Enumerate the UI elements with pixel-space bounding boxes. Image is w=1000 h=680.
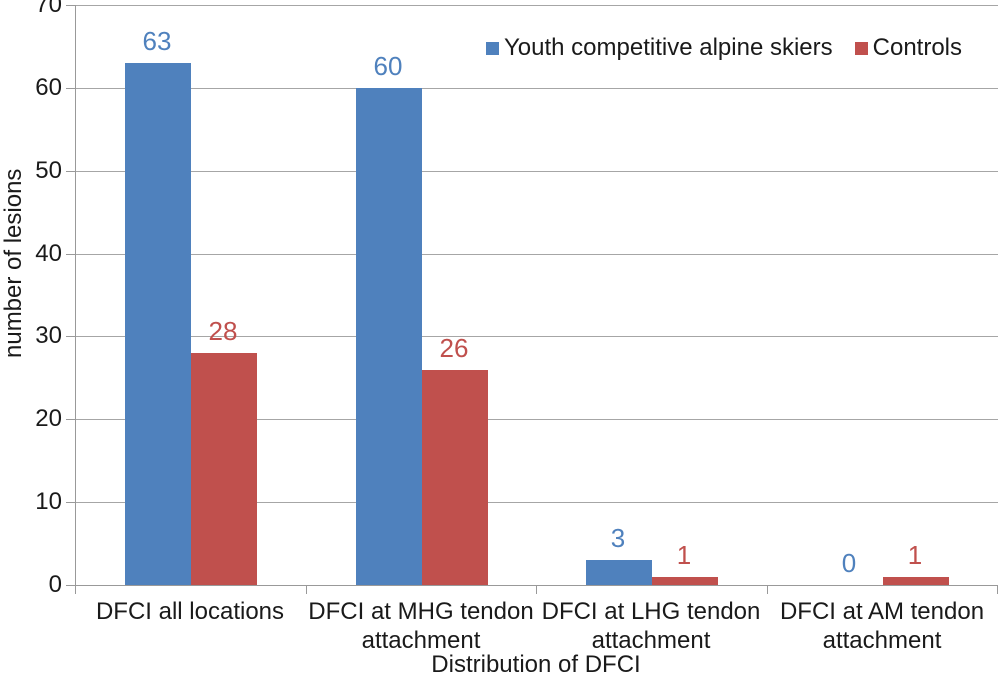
bar-skiers-1 bbox=[356, 88, 422, 585]
category-label-2: DFCI at LHG tendon attachment bbox=[541, 598, 761, 654]
bar-controls-3 bbox=[883, 577, 949, 585]
bar-controls-2 bbox=[652, 577, 718, 585]
gridline-50 bbox=[76, 171, 998, 172]
value-label-controls-0: 28 bbox=[208, 316, 238, 346]
x-tick-mark-1 bbox=[306, 586, 307, 594]
y-tick-label-40: 40 bbox=[35, 239, 62, 267]
gridline-40 bbox=[76, 254, 998, 255]
gridline-20 bbox=[76, 419, 998, 420]
bar-skiers-2 bbox=[586, 560, 652, 585]
y-tick-label-10: 10 bbox=[35, 488, 62, 516]
category-label-1: DFCI at MHG tendon attachment bbox=[308, 598, 534, 654]
x-axis-title: Distribution of DFCI bbox=[431, 651, 641, 678]
plot-area bbox=[75, 5, 998, 586]
value-label-controls-3: 1 bbox=[907, 540, 923, 570]
legend-swatch-icon bbox=[854, 41, 868, 55]
y-tick-mark-10 bbox=[66, 502, 76, 503]
y-tick-mark-0 bbox=[66, 585, 76, 586]
legend-label: Youth competitive alpine skiers bbox=[504, 34, 833, 61]
legend-swatch-icon bbox=[486, 41, 499, 55]
value-label-skiers-2: 3 bbox=[610, 523, 626, 553]
value-label-skiers-1: 60 bbox=[373, 51, 403, 81]
gridline-10 bbox=[76, 502, 998, 503]
value-label-skiers-3: 0 bbox=[841, 548, 857, 578]
y-tick-mark-60 bbox=[66, 88, 76, 89]
y-tick-mark-50 bbox=[66, 171, 76, 172]
legend-label: Controls bbox=[872, 34, 963, 61]
y-tick-mark-20 bbox=[66, 419, 76, 420]
y-tick-label-70: 70 bbox=[35, 0, 62, 18]
value-label-skiers-0: 63 bbox=[142, 26, 172, 56]
y-tick-label-20: 20 bbox=[35, 405, 62, 433]
legend-item-controls: Controls bbox=[854, 34, 963, 62]
y-tick-mark-70 bbox=[66, 5, 76, 6]
y-tick-label-50: 50 bbox=[35, 156, 62, 184]
gridline-70 bbox=[76, 5, 998, 6]
gridline-60 bbox=[76, 88, 998, 89]
bar-controls-1 bbox=[422, 370, 488, 585]
legend-item-skiers: Youth competitive alpine skiers bbox=[486, 34, 833, 62]
y-tick-label-60: 60 bbox=[35, 73, 62, 101]
category-label-0: DFCI all locations bbox=[95, 598, 285, 625]
y-tick-label-0: 0 bbox=[48, 571, 62, 598]
value-label-controls-2: 1 bbox=[676, 540, 692, 570]
x-tick-mark-2 bbox=[536, 586, 537, 594]
x-tick-mark-0 bbox=[75, 586, 76, 594]
legend: Youth competitive alpine skiers Controls bbox=[486, 34, 962, 62]
y-tick-mark-30 bbox=[66, 336, 76, 337]
value-label-controls-1: 26 bbox=[439, 333, 469, 363]
y-tick-mark-40 bbox=[66, 254, 76, 255]
y-tick-label-30: 30 bbox=[35, 322, 62, 350]
bar-controls-0 bbox=[191, 353, 257, 585]
gridline-30 bbox=[76, 336, 998, 337]
x-tick-mark-4 bbox=[997, 586, 998, 594]
bar-skiers-0 bbox=[125, 63, 191, 585]
category-label-3: DFCI at AM tendon attachment bbox=[779, 598, 985, 654]
x-tick-mark-3 bbox=[767, 586, 768, 594]
